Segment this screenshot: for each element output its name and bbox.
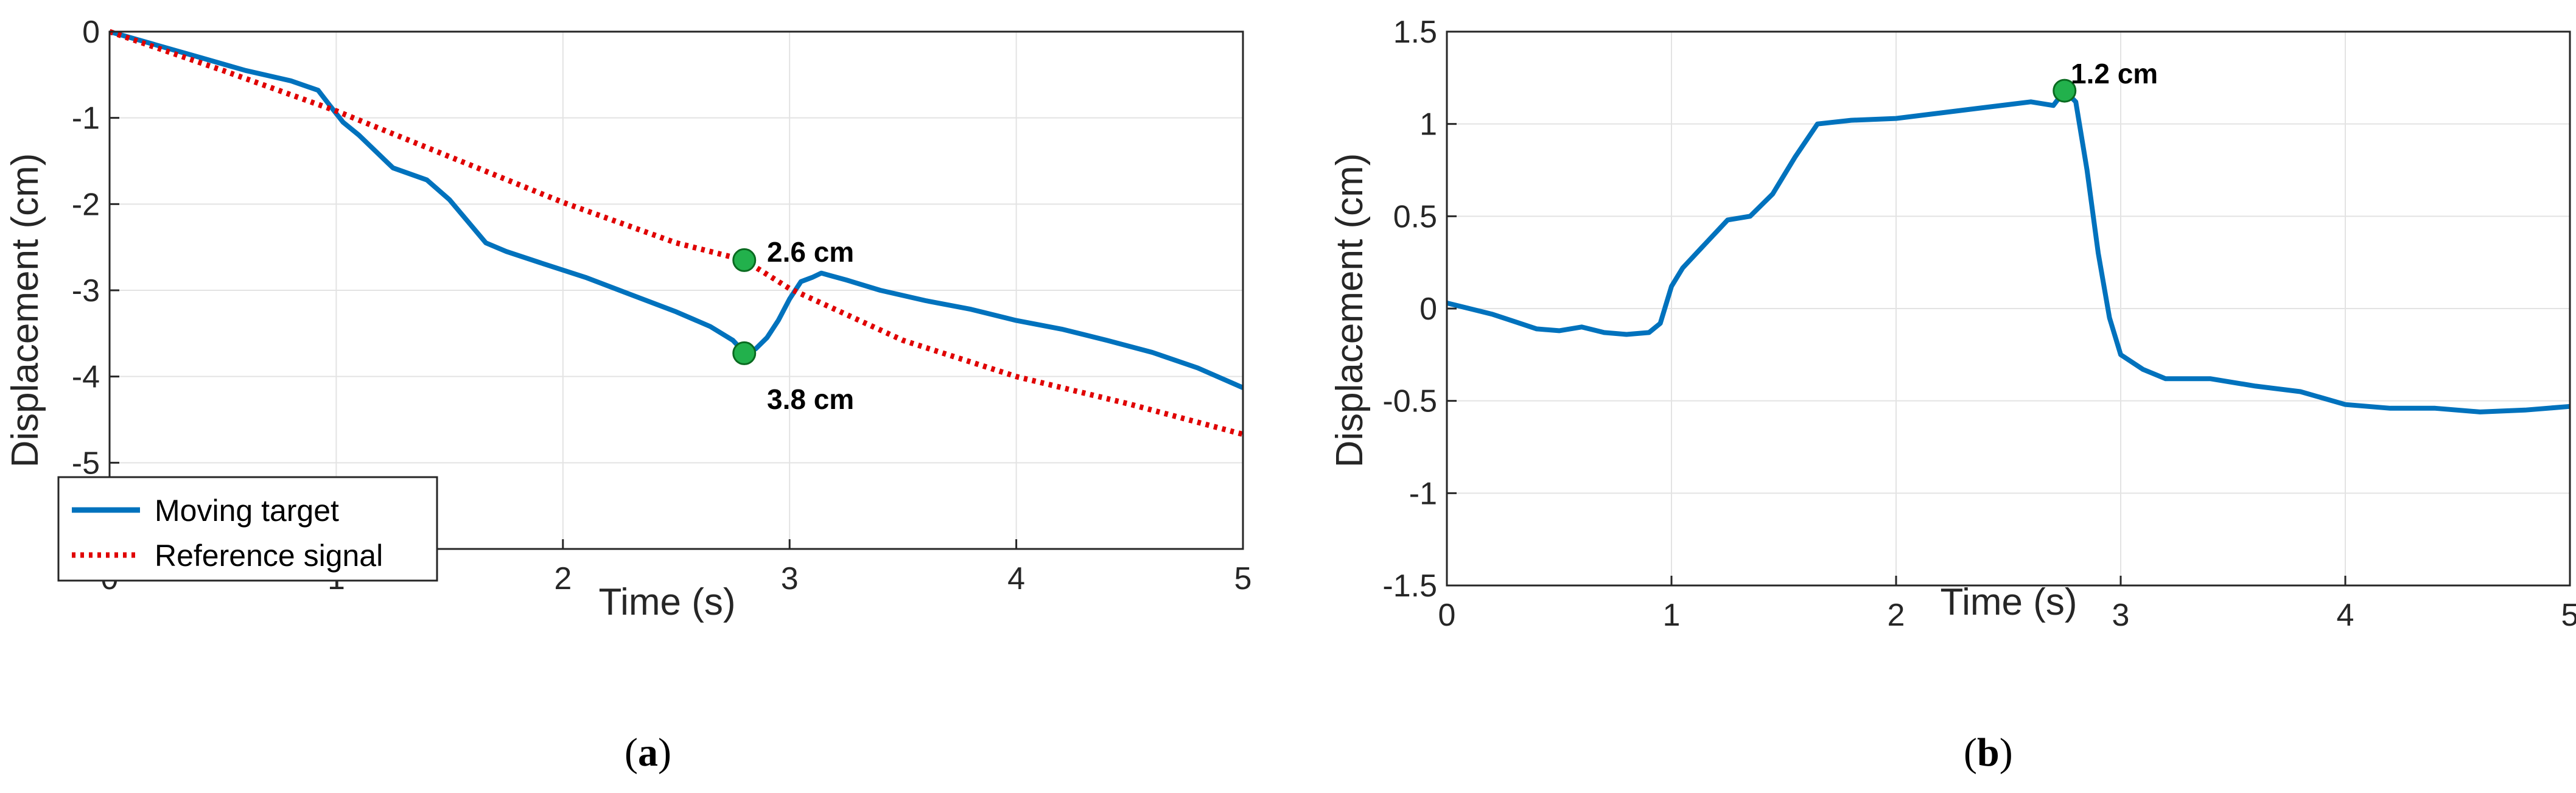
y-axis-label-a: Displacement (cm) xyxy=(4,153,46,468)
x-tick-label: 3 xyxy=(2112,598,2130,633)
y-tick-label: -2 xyxy=(72,187,100,222)
grid-b xyxy=(1447,32,2570,585)
series-layer-a xyxy=(108,29,1244,437)
chart-panel-a: 0123450-1-2-3-4-5-6 Time (s) Displacemen… xyxy=(4,15,1251,775)
annotation-markers-a xyxy=(732,248,757,365)
series-line-panel-b xyxy=(1446,88,2571,414)
x-tick-label: 1 xyxy=(1663,598,1681,633)
legend-a: Moving target Reference signal xyxy=(57,476,438,582)
ticks-b: 0 1 2 3 4 5 1.5 1 0.5 0 -0.5 -1 -1.5 xyxy=(1382,15,2576,633)
y-tick-label: -0.5 xyxy=(1382,384,1437,419)
y-tick-label: -1 xyxy=(1409,476,1437,511)
y-tick-label: 0 xyxy=(1419,292,1437,327)
series-line-moving-target xyxy=(108,29,1244,390)
annotation-3.8cm: 3.8 cm xyxy=(767,383,854,415)
y-tick-label: 0 xyxy=(82,15,100,50)
y-tick-label: -1 xyxy=(72,101,100,136)
x-tick-label: 3 xyxy=(781,561,799,596)
x-tick-label: 4 xyxy=(2337,598,2354,633)
x-tick-label: 0 xyxy=(1438,598,1456,633)
chart-panel-b: 0 1 2 3 4 5 1.5 1 0.5 0 -0.5 -1 -1.5 Time (s) Displa… xyxy=(1329,15,2576,775)
panel-label-b-close: ) xyxy=(2000,730,2013,775)
y-tick-label: 1 xyxy=(1419,107,1437,142)
legend-box-a xyxy=(57,476,438,582)
x-axis-label-b: Time (s) xyxy=(1941,581,2077,623)
panel-label-b: (b) xyxy=(1964,730,2013,775)
panel-label-a: (a) xyxy=(625,730,671,775)
series-line-reference-signal xyxy=(108,29,1244,437)
grid-a xyxy=(110,32,1243,549)
legend-label-moving-target: Moving target xyxy=(155,494,339,528)
annotation-marker xyxy=(732,248,757,272)
x-tick-label: 5 xyxy=(1234,561,1252,596)
annotation-1.2cm: 1.2 cm xyxy=(2071,58,2158,89)
panel-label-b-open: ( xyxy=(1964,730,1977,775)
panel-label-a-open: ( xyxy=(625,730,638,775)
annotation-marker xyxy=(2053,79,2077,103)
x-tick-label: 2 xyxy=(554,561,572,596)
x-tick-label: 4 xyxy=(1007,561,1025,596)
y-tick-label: 0.5 xyxy=(1393,199,1437,234)
panel-label-b-letter: b xyxy=(1977,730,2000,775)
x-axis-label-a: Time (s) xyxy=(599,581,736,623)
series-layer-b xyxy=(1446,88,2571,414)
annotation-2.6cm: 2.6 cm xyxy=(767,236,854,268)
y-tick-label: -1.5 xyxy=(1382,568,1437,604)
y-axis-label-b: Displacement (cm) xyxy=(1329,153,1371,468)
panel-label-a-close: ) xyxy=(658,730,671,775)
y-tick-label: -5 xyxy=(72,445,100,481)
y-tick-label: 1.5 xyxy=(1393,15,1437,50)
y-tick-label: -3 xyxy=(72,273,100,309)
annotation-marker xyxy=(732,341,757,365)
y-tick-label: -4 xyxy=(72,360,100,395)
annotation-markers-b xyxy=(2053,79,2077,103)
x-tick-label: 5 xyxy=(2561,598,2576,633)
x-tick-label: 2 xyxy=(1888,598,1905,633)
panel-label-a-letter: a xyxy=(638,730,658,775)
legend-label-reference-signal: Reference signal xyxy=(155,539,383,573)
